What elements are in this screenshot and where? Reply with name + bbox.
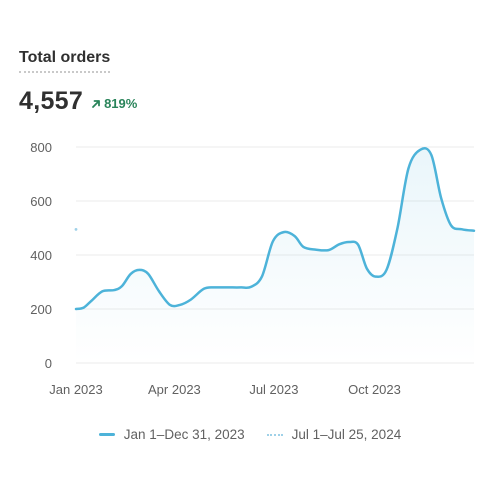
legend-swatch-solid bbox=[98, 433, 115, 436]
metric-change-value: 819% bbox=[104, 96, 138, 111]
x-tick-label: Apr 2023 bbox=[148, 382, 201, 397]
y-tick-label: 600 bbox=[30, 194, 52, 209]
card-title: Total orders bbox=[19, 48, 111, 73]
chart-legend: Jan 1–Dec 31, 2023 Jul 1–Jul 25, 2024 bbox=[0, 427, 500, 442]
metric-change-badge: 819% bbox=[91, 96, 137, 111]
legend-label-2024: Jul 1–Jul 25, 2024 bbox=[291, 427, 402, 442]
metric-value: 4,557 bbox=[19, 87, 84, 115]
x-tick-label: Oct 2023 bbox=[348, 382, 401, 397]
x-tick-label: Jul 2023 bbox=[249, 382, 298, 397]
legend-item-2024[interactable]: Jul 1–Jul 25, 2024 bbox=[266, 427, 402, 442]
y-tick-label: 400 bbox=[30, 248, 52, 263]
series-point-2024 bbox=[74, 227, 78, 231]
legend-swatch-dotted bbox=[266, 433, 283, 436]
legend-label-2023: Jan 1–Dec 31, 2023 bbox=[123, 427, 245, 442]
x-tick-label: Jan 2023 bbox=[49, 382, 103, 397]
y-tick-label: 0 bbox=[45, 356, 52, 371]
series-area bbox=[76, 148, 474, 363]
metric-row: 4,557 819% bbox=[19, 87, 137, 116]
legend-item-2023[interactable]: Jan 1–Dec 31, 2023 bbox=[98, 427, 245, 442]
series-line-2023 bbox=[74, 147, 476, 311]
y-tick-label: 800 bbox=[30, 140, 52, 155]
y-tick-label: 200 bbox=[30, 302, 52, 317]
arrow-up-right-icon bbox=[92, 99, 100, 108]
